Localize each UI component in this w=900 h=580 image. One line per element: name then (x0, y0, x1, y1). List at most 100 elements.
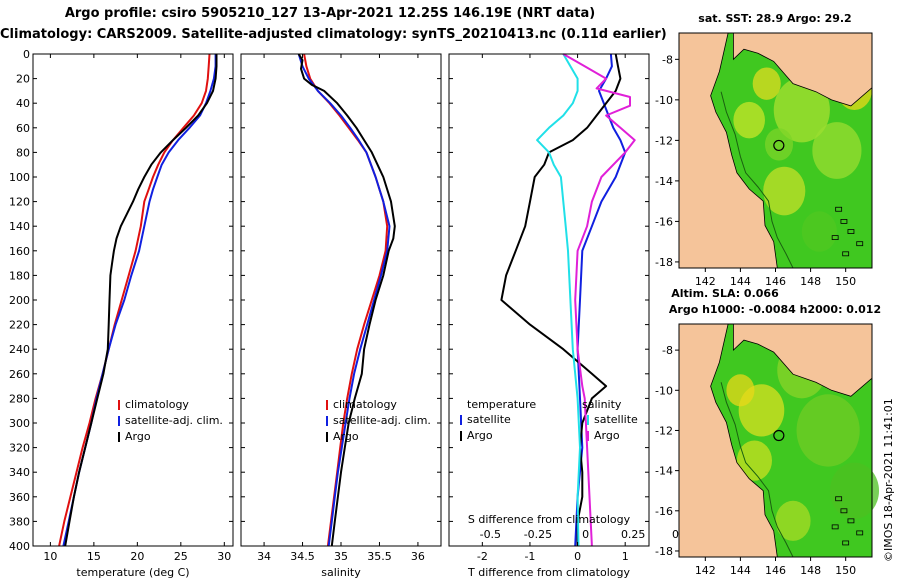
y-tick-label: 80 (16, 146, 30, 159)
x-tick-label: 1 (622, 550, 629, 563)
x-tick-label: 36 (411, 550, 425, 563)
map-title-sst: sat. SST: 28.9 Argo: 29.2 (698, 12, 851, 25)
legend-label: Argo (125, 430, 151, 443)
x-tick-label: -1 (524, 550, 535, 563)
lat-tick-label: -8 (662, 344, 673, 357)
field-anomaly-patch (733, 101, 765, 139)
island (840, 219, 848, 224)
field-anomaly-patch (764, 128, 794, 161)
lat-tick-label: -18 (655, 545, 673, 558)
lon-tick-label: 142 (695, 564, 716, 577)
island (835, 206, 843, 212)
lat-tick-label: -18 (655, 256, 673, 269)
series-line-temperature-argo (64, 54, 218, 547)
x-tick-label: 35.5 (367, 550, 392, 563)
lat-tick-label: -8 (662, 53, 673, 66)
lon-tick-label: 146 (765, 564, 786, 577)
field-anomaly-patch (752, 67, 781, 100)
legend: temperature salinity satellite Argo satellit… (460, 398, 638, 442)
island (831, 235, 839, 241)
credit-watermark: ©IMOS 18-Apr-2021 11:41:01 (882, 398, 895, 562)
lon-tick-label: 144 (730, 275, 751, 288)
chart-title-line1: Argo profile: csiro 5905210_127 13-Apr-2… (64, 6, 596, 21)
legend-title-salinity: salinity (582, 398, 622, 411)
legend: climatology satellite-adj. clim. Argo (118, 398, 223, 443)
series-line-difference-s-argo (562, 53, 636, 547)
lon-tick-label: 148 (800, 564, 821, 577)
legend: climatology satellite-adj. clim. Argo (326, 398, 431, 443)
y-tick-label: 380 (9, 515, 30, 528)
reef-contour (720, 91, 794, 269)
lat-tick-label: -14 (655, 465, 673, 478)
legend-label: satellite-adj. clim. (125, 414, 223, 427)
y-tick-label: 280 (9, 392, 30, 405)
top-x-tick-label: 0 (582, 528, 589, 541)
field-anomaly-patch (775, 500, 811, 541)
x-tick-label: 30 (217, 550, 231, 563)
y-tick-label: 240 (9, 343, 30, 356)
map-title-sla: Altim. SLA: 0.066 (671, 287, 779, 300)
field-anomaly-patch (726, 374, 755, 407)
chart-title-line2: Climatology: CARS2009. Satellite-adjuste… (0, 27, 667, 42)
lon-tick-label: 148 (800, 275, 821, 288)
series-line-temperature-climatology (58, 53, 211, 547)
legend-label: satellite-adj. clim. (333, 414, 431, 427)
lat-tick-label: -14 (655, 175, 673, 188)
series-line-salinity-satellite-adj-clim- (297, 53, 391, 547)
legend-label: satellite (594, 413, 638, 426)
legend-label: climatology (125, 398, 189, 411)
island (856, 241, 864, 247)
x-axis-label: temperature (deg C) (76, 566, 189, 579)
island (847, 229, 855, 234)
map-sla: -8 -10 -12 -14 -16 -18 142 144 146 148 150 (655, 323, 880, 577)
map-title-argo-height: Argo h1000: -0.0084 h2000: 0.012 (669, 303, 881, 316)
x-tick-label: 15 (87, 550, 101, 563)
y-tick-label: 260 (9, 368, 30, 381)
lon-tick-label: 150 (835, 275, 856, 288)
legend-label: climatology (333, 398, 397, 411)
field-anomaly-patch (829, 462, 880, 519)
axes-frame (32, 53, 234, 547)
y-tick-label: 320 (9, 442, 30, 455)
legend-label: satellite (467, 413, 511, 426)
island (842, 251, 850, 257)
field-anomaly-patch (773, 77, 830, 143)
field-anomaly-patch (796, 394, 860, 467)
y-tick-label: 0 (23, 48, 30, 61)
island (840, 508, 848, 514)
x-tick-label: -2 (477, 550, 488, 563)
island (847, 518, 855, 524)
panel-temperature: 0 20 40 60 80 100 120 140 160 180 200 220 240 260 280 3… (9, 48, 234, 579)
y-tick-label: 300 (9, 417, 30, 430)
y-tick-label: 20 (16, 73, 30, 86)
x-tick-label: 25 (174, 550, 188, 563)
x-axis-label-top: S difference from climatology (468, 513, 631, 526)
top-x-tick-label: -0.25 (524, 528, 552, 541)
island (856, 530, 864, 536)
y-tick-label: 60 (16, 122, 30, 135)
x-tick-label: 34.5 (290, 550, 315, 563)
legend-label: Argo (333, 430, 359, 443)
x-tick-label: 10 (43, 550, 57, 563)
lon-tick-label: 146 (765, 275, 786, 288)
field-anomaly-patch (763, 166, 806, 216)
y-tick-label: 180 (9, 269, 30, 282)
land-cape-york (678, 323, 778, 558)
lon-tick-label: 142 (695, 275, 716, 288)
reef-contour (720, 382, 794, 558)
legend-label: Argo (467, 429, 493, 442)
x-tick-label: 0 (574, 550, 581, 563)
field-anomaly-patch (801, 211, 837, 252)
top-x-tick-label: -0.5 (480, 528, 501, 541)
y-tick-label: 120 (9, 196, 30, 209)
x-axis-label: salinity (321, 566, 361, 579)
series-line-difference-s-satellite (536, 53, 581, 547)
lat-tick-label: -12 (655, 424, 673, 437)
lat-tick-label: -16 (655, 215, 673, 228)
lat-tick-label: -16 (655, 505, 673, 518)
lon-tick-label: 150 (835, 564, 856, 577)
series-line-difference-t-satellite (574, 53, 627, 547)
x-tick-label: 34 (257, 550, 271, 563)
